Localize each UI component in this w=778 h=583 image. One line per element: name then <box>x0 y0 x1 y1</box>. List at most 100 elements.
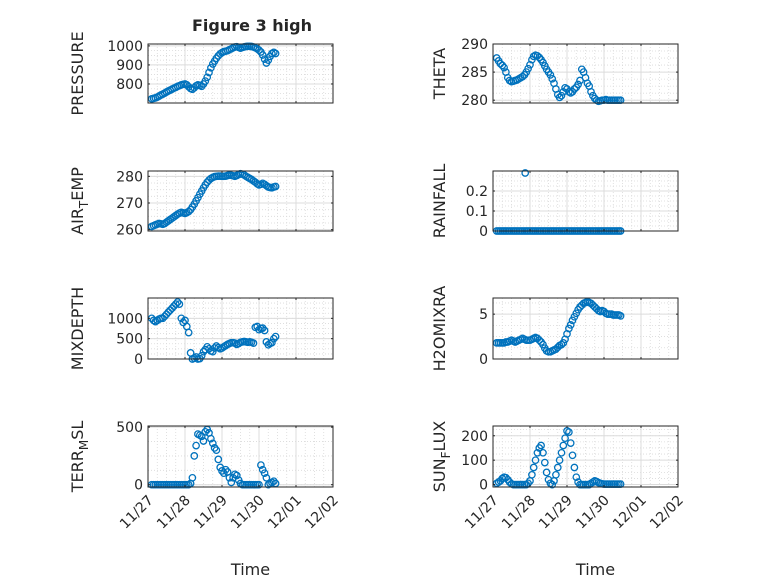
data-point <box>555 456 564 465</box>
data-point <box>177 314 186 323</box>
data-point <box>524 64 532 73</box>
data-point <box>540 458 549 467</box>
subplot-4: 0 0.1 0.2 RAINFALL <box>430 164 679 240</box>
data-point <box>258 51 267 59</box>
data-point <box>231 339 239 347</box>
data-point <box>190 452 199 460</box>
data-point <box>264 56 273 65</box>
subplot-3: 260 270 280 AIRTEMP <box>68 167 334 239</box>
data-point <box>271 49 280 58</box>
data-point <box>212 446 221 455</box>
data-point <box>521 169 530 177</box>
data-point <box>557 91 566 100</box>
data-point <box>257 461 265 469</box>
data-point <box>269 334 278 343</box>
y-tick-label: 100 <box>461 453 488 469</box>
data-point <box>565 324 573 333</box>
subplot-6: 0 5 H2OMIXRA <box>430 286 679 371</box>
data-point <box>531 456 540 465</box>
data-point <box>197 432 206 441</box>
data-point <box>199 437 208 445</box>
data-point <box>498 474 507 483</box>
x-axis-label: Time <box>575 560 615 579</box>
data-point <box>566 439 575 447</box>
x-tick-label: 12/02 <box>647 493 687 533</box>
data-point <box>149 316 158 325</box>
y-tick-label: 0 <box>134 352 143 368</box>
data-point <box>262 473 271 482</box>
data-point <box>553 463 562 472</box>
y-axis-label: RAINFALL <box>430 164 449 239</box>
y-tick-label: 290 <box>461 37 488 53</box>
y-axis-label: THETA <box>430 48 449 100</box>
data-point <box>548 74 557 83</box>
x-tick-label: 11/28 <box>154 493 194 533</box>
data-point <box>500 63 508 72</box>
y-tick-label: 1000 <box>107 39 143 55</box>
data-point <box>232 471 241 480</box>
data-point <box>535 336 544 345</box>
y-tick-label: 270 <box>116 196 143 212</box>
data-point <box>535 53 544 62</box>
data-point <box>201 77 210 85</box>
x-axis-label: Time <box>230 560 270 579</box>
data-point <box>533 448 542 457</box>
data-point <box>572 473 581 482</box>
data-point <box>188 473 197 482</box>
x-tick-label: 12/01 <box>610 493 650 533</box>
y-tick-label: 800 <box>116 77 143 93</box>
data-point <box>207 63 215 72</box>
subplot-7: 0 500 TERRMSL 11/2711/2811/2911/3012/0112/0… <box>68 420 342 579</box>
x-tick-label: 11/27 <box>462 493 502 533</box>
data-point <box>518 72 527 81</box>
data-point <box>208 347 217 356</box>
y-axis-label: TERRMSL <box>68 421 91 494</box>
subplot-5: 0 500 1000 MIXDEPTH <box>68 287 334 370</box>
y-tick-label: 1000 <box>107 311 143 327</box>
chart-title: Figure 3 high <box>192 16 312 35</box>
data-point <box>171 300 180 308</box>
y-tick-label: 0.2 <box>466 184 488 200</box>
data-point <box>542 468 551 477</box>
y-tick-label: 900 <box>116 58 143 74</box>
x-tick-label: 11/30 <box>573 493 613 533</box>
y-tick-label: 500 <box>116 332 143 348</box>
data-point <box>190 354 199 363</box>
y-axis-label: MIXDEPTH <box>68 287 87 370</box>
data-point <box>546 71 555 79</box>
data-point <box>205 68 213 77</box>
subplot-2: 280 285 290 THETA <box>430 37 679 109</box>
data-point <box>255 480 263 489</box>
data-point <box>566 321 575 329</box>
data-point <box>616 312 625 320</box>
data-point <box>192 441 200 450</box>
y-tick-label: 280 <box>461 93 488 109</box>
x-tick-label: 11/29 <box>191 493 231 533</box>
y-tick-label: 0 <box>134 478 143 494</box>
data-point <box>184 328 193 337</box>
data-point <box>561 434 569 443</box>
data-point <box>568 451 577 460</box>
data-point <box>271 182 280 191</box>
x-tick-label: 11/30 <box>228 493 268 533</box>
data-point <box>529 463 538 472</box>
data-point <box>260 469 269 478</box>
x-tick-label: 12/01 <box>265 493 305 533</box>
data-point <box>164 308 173 317</box>
y-tick-label: 200 <box>461 429 488 445</box>
y-tick-label: 280 <box>116 169 143 185</box>
y-axis-label: AIRTEMP <box>68 167 91 235</box>
data-point <box>559 339 568 347</box>
y-tick-label: 0.1 <box>466 204 488 220</box>
data-point <box>201 427 210 436</box>
y-tick-label: 0 <box>479 352 488 368</box>
data-point <box>587 87 595 96</box>
data-point <box>225 473 234 482</box>
data-point <box>565 428 573 436</box>
data-point <box>210 344 219 352</box>
y-tick-label: 0 <box>479 478 488 494</box>
data-point <box>271 332 280 341</box>
data-point <box>208 439 217 448</box>
data-point <box>498 61 507 70</box>
